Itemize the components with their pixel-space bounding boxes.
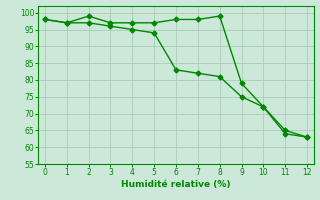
X-axis label: Humidité relative (%): Humidité relative (%) (121, 180, 231, 189)
